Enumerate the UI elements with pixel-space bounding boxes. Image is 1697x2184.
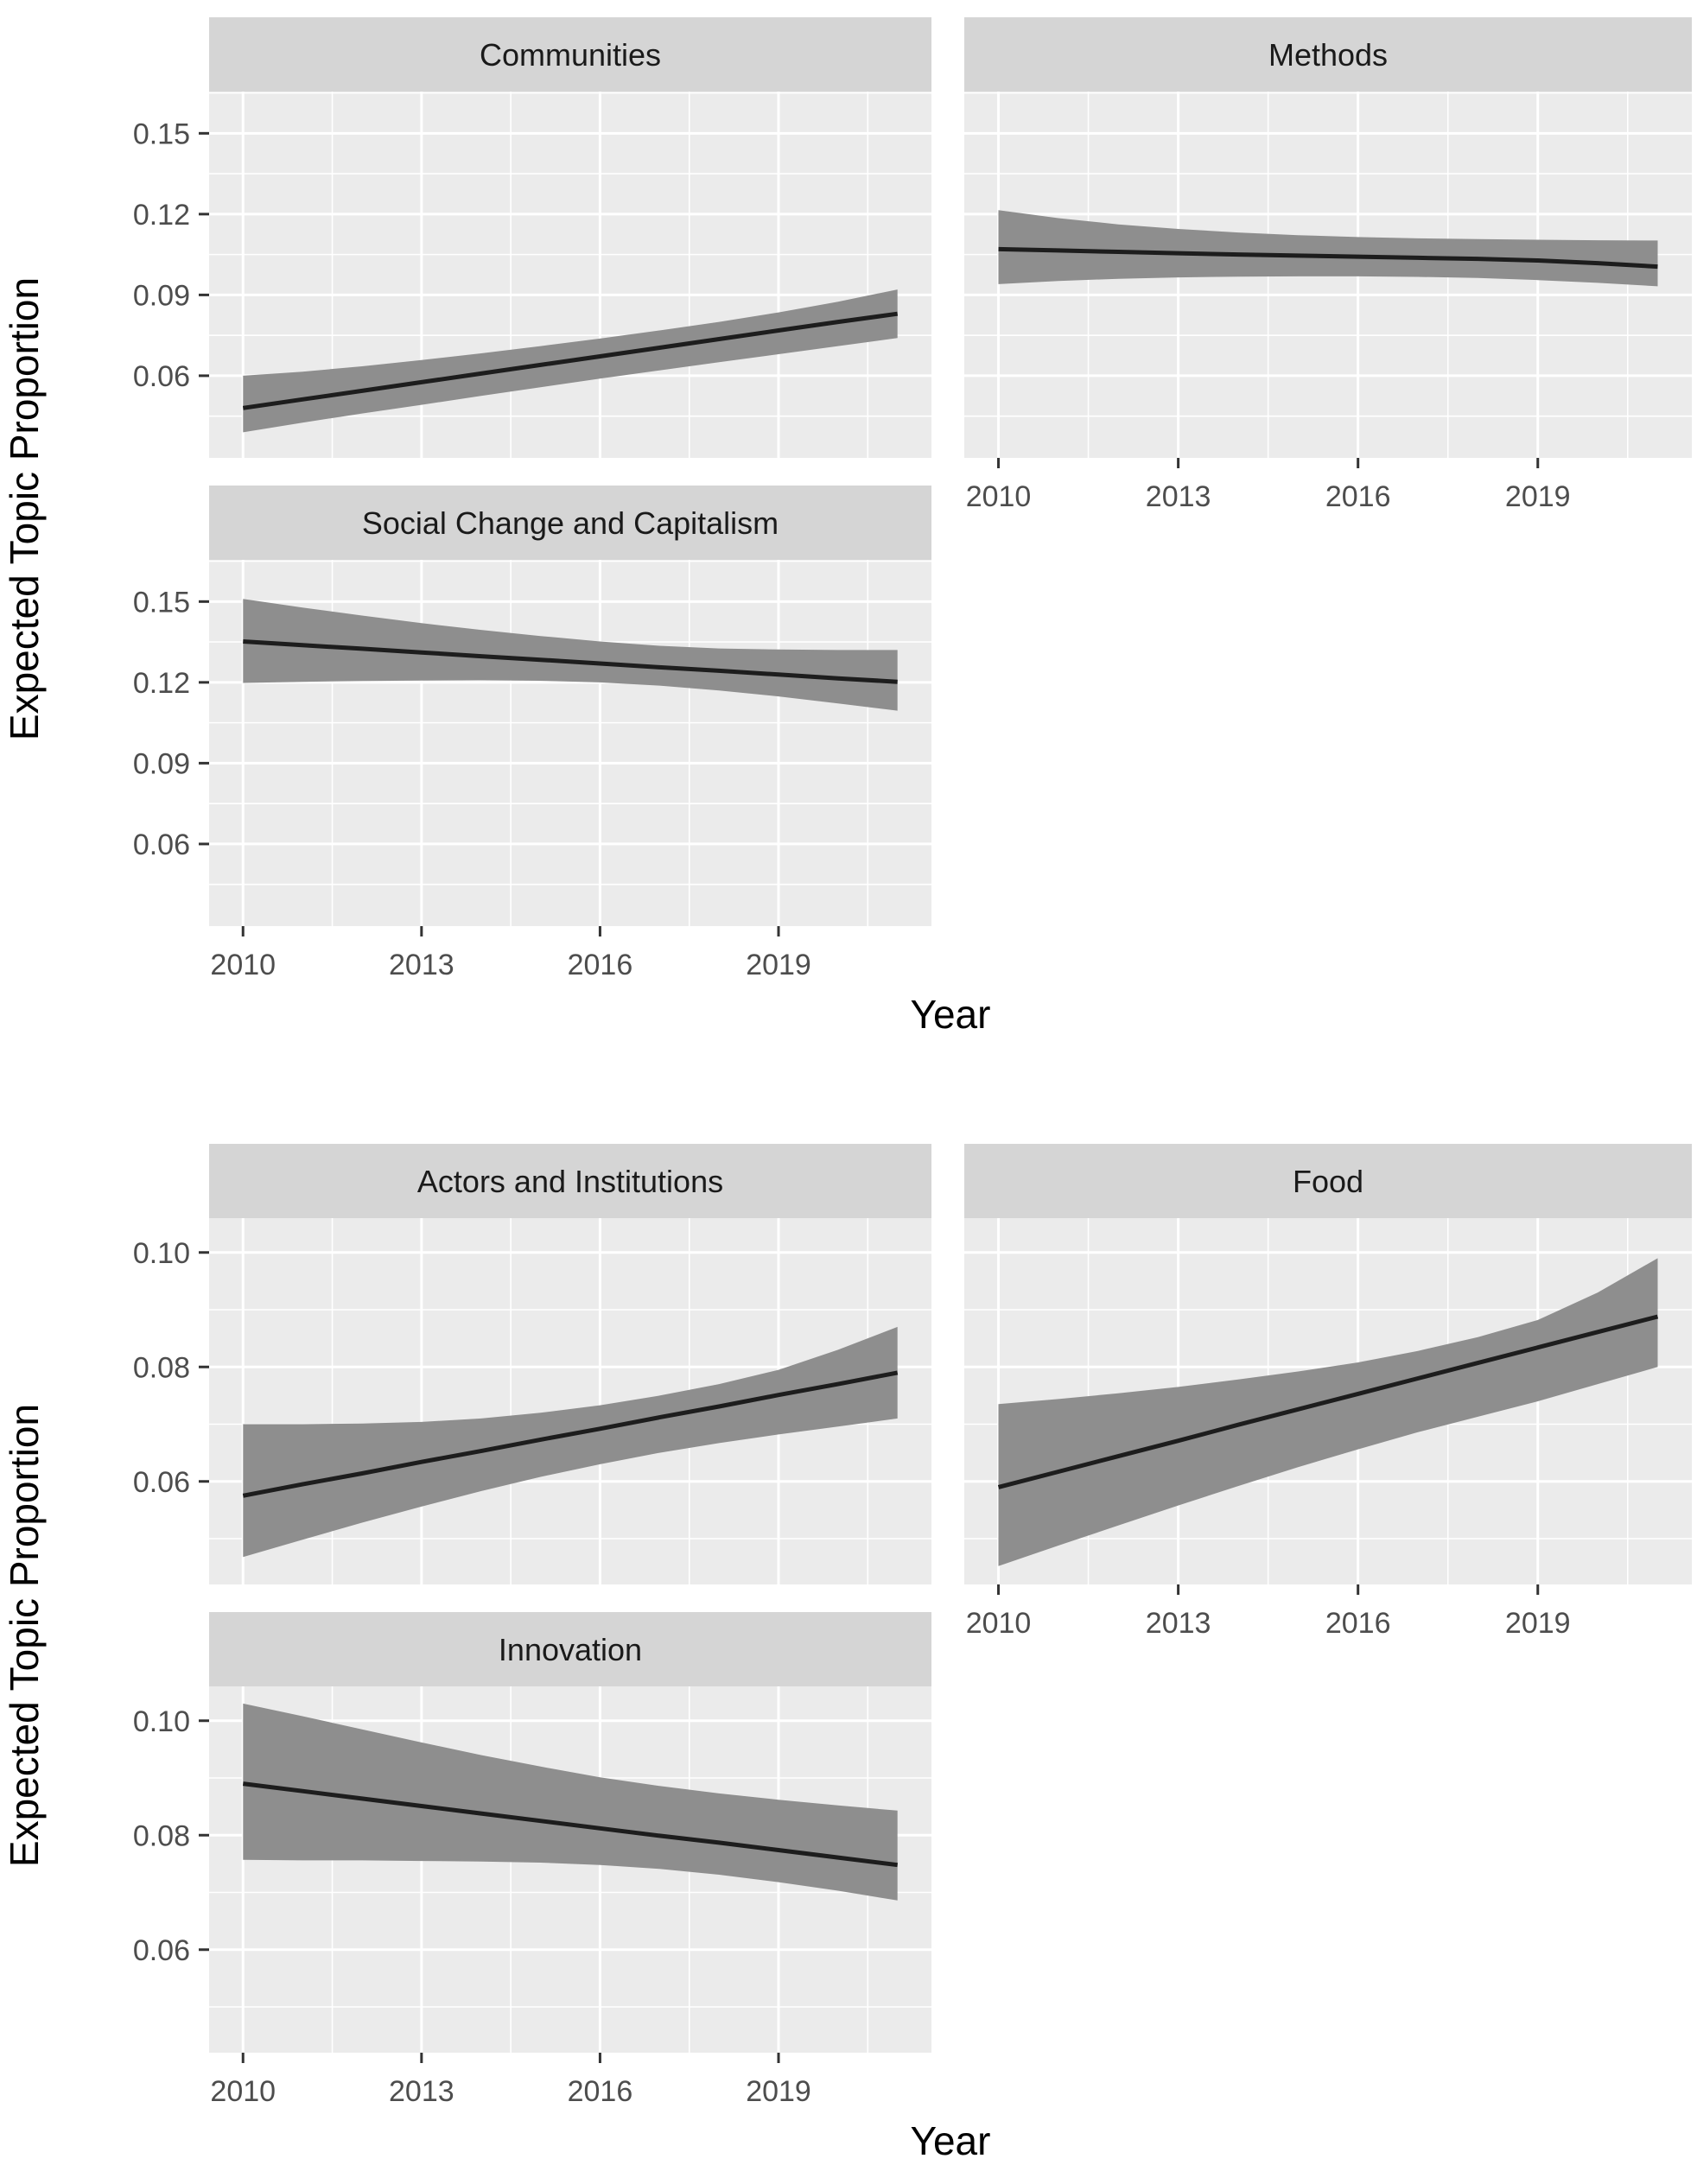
facet-panel-social-change-and-capitalism: Social Change and Capitalism 0.06 0.09 0.12…	[133, 486, 931, 981]
figure-top-topic-trends: Communities 0.06 0.09 0.12 0.15 Methods 2010 20…	[2, 17, 1692, 1037]
facet-panel-communities: Communities 0.06 0.09 0.12 0.15	[133, 17, 931, 458]
confidence-ribbon	[998, 210, 1658, 287]
y-tick-label: 0.10	[133, 1237, 190, 1270]
x-tick-label: 2016	[568, 949, 633, 981]
x-tick-label: 2010	[966, 1607, 1032, 1640]
facet-panel-food: Food 2010 2013 2016 2019	[964, 1144, 1692, 1640]
x-tick-label: 2019	[746, 2075, 811, 2108]
facet-panel-methods: Methods 2010 2013 2016 2019	[964, 17, 1692, 513]
x-tick-label: 2016	[1325, 480, 1391, 513]
figure-bottom-topic-trends: Actors and Institutions 0.06 0.08 0.10 Food 2…	[0, 1092, 1697, 2184]
chart-bottom-actors-food-innovation: Actors and Institutions 0.06 0.08 0.10 Food 2…	[0, 1092, 1697, 2184]
y-axis-title: Expected Topic Proportion	[2, 1404, 47, 1867]
chart-top-communities-methods-socialchange: Communities 0.06 0.09 0.12 0.15 Methods 2010 20…	[2, 17, 1692, 1037]
y-tick-label: 0.06	[133, 1934, 190, 1967]
trend-line	[242, 1370, 899, 1498]
confidence-ribbon	[243, 1703, 898, 1901]
y-tick-label: 0.06	[133, 360, 190, 393]
x-tick-label: 2019	[1505, 1607, 1571, 1640]
y-axis-title: Expected Topic Proportion	[2, 277, 47, 740]
facet-label: Actors and Institutions	[417, 1164, 723, 1199]
y-tick-label: 0.12	[133, 667, 190, 700]
x-axis-title: Year	[911, 992, 991, 1037]
x-tick-label: 2013	[1146, 1607, 1211, 1640]
facet-strip	[209, 17, 931, 92]
x-tick-label: 2016	[1325, 1607, 1391, 1640]
y-tick-label: 0.08	[133, 1351, 190, 1384]
trend-line	[243, 639, 898, 684]
x-tick-label: 2019	[746, 949, 811, 981]
x-tick-label: 2010	[210, 2075, 276, 2108]
x-tick-label: 2013	[389, 949, 454, 981]
x-tick-label: 2013	[389, 2075, 454, 2108]
facet-panel-innovation: Innovation 0.06 0.08 0.10 2010 2013 2016 2019	[133, 1612, 931, 2108]
trend-line	[998, 246, 1658, 270]
confidence-ribbon	[998, 1258, 1658, 1566]
confidence-ribbon	[243, 1326, 898, 1558]
facet-label: Innovation	[499, 1632, 642, 1667]
x-tick-label: 2010	[966, 480, 1032, 513]
facet-label: Food	[1293, 1164, 1363, 1199]
trend-line	[242, 311, 899, 410]
y-tick-label: 0.09	[133, 748, 190, 781]
x-axis-title: Year	[911, 2118, 991, 2163]
y-tick-label: 0.15	[133, 118, 190, 151]
facet-label: Methods	[1268, 37, 1388, 73]
y-tick-label: 0.15	[133, 587, 190, 619]
x-tick-label: 2013	[1146, 480, 1211, 513]
confidence-ribbon	[243, 599, 898, 711]
y-tick-label: 0.09	[133, 280, 190, 313]
facet-strip	[209, 1144, 931, 1218]
facet-label: Social Change and Capitalism	[362, 505, 779, 541]
facet-strip	[209, 486, 931, 560]
y-tick-label: 0.10	[133, 1705, 190, 1738]
facet-strip	[964, 17, 1692, 92]
trend-line	[997, 1314, 1659, 1489]
x-tick-label: 2019	[1505, 480, 1571, 513]
x-tick-label: 2010	[210, 949, 276, 981]
facet-label: Communities	[480, 37, 661, 73]
trend-line	[242, 1781, 899, 1868]
facet-panel-actors-and-institutions: Actors and Institutions 0.06 0.08 0.10	[133, 1144, 931, 1584]
facet-strip	[964, 1144, 1692, 1218]
x-tick-label: 2016	[568, 2075, 633, 2108]
y-tick-label: 0.12	[133, 199, 190, 232]
y-tick-label: 0.06	[133, 1466, 190, 1499]
y-tick-label: 0.08	[133, 1819, 190, 1852]
y-tick-label: 0.06	[133, 829, 190, 861]
facet-strip	[209, 1612, 931, 1686]
